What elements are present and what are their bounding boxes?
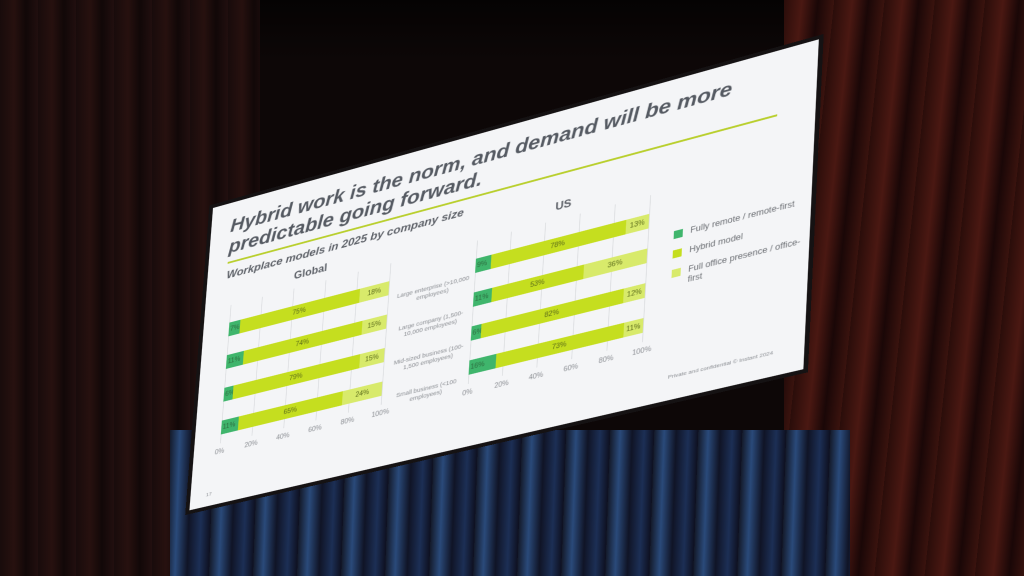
x-tick-label: 80% bbox=[598, 354, 614, 366]
category-label: Small business (<100 employees) bbox=[396, 377, 457, 403]
chart-legend: Fully remote / remote-first Hybrid model F… bbox=[670, 197, 803, 299]
bar-segment-office: 15% bbox=[361, 314, 388, 335]
x-tick-label: 100% bbox=[631, 345, 652, 358]
bar-segment-hybrid: 53% bbox=[491, 264, 584, 303]
bar-segment-office: 18% bbox=[358, 281, 390, 303]
bar-segment-office: 13% bbox=[625, 213, 650, 235]
bar-segment-office: 12% bbox=[623, 283, 646, 304]
bar-segment-remote: 11% bbox=[220, 416, 240, 435]
x-tick-label: 40% bbox=[528, 371, 544, 382]
bar-segment-remote: 7% bbox=[228, 319, 241, 337]
x-tick-label: 60% bbox=[307, 424, 322, 435]
legend-swatch bbox=[673, 228, 683, 240]
x-tick-label: 60% bbox=[563, 362, 579, 374]
bar-segment-remote: 16% bbox=[468, 353, 497, 375]
category-label: Large company (1,500-10,000 employees) bbox=[398, 309, 464, 338]
bar-segment-office: 36% bbox=[582, 248, 648, 280]
bar-segment-office: 24% bbox=[342, 381, 383, 406]
x-tick-label: 40% bbox=[275, 431, 290, 442]
category-label: Mid-sized business (100-1,500 employees) bbox=[393, 342, 464, 371]
bar-segment-office: 15% bbox=[359, 347, 385, 369]
bar-segment-office: 11% bbox=[623, 318, 644, 338]
bar-segment-remote: 11% bbox=[472, 287, 493, 307]
x-tick-label: 100% bbox=[371, 407, 390, 420]
x-tick-label: 20% bbox=[494, 379, 509, 391]
category-labels: Large enterprise (>10,000 employees) Larg… bbox=[394, 242, 473, 402]
us-chart: US 9% 78% 13% 11% 53% 36% 6% 82% 12% 16% 73% 11% 0%… bbox=[460, 175, 659, 407]
legend-label: Hybrid model bbox=[689, 231, 744, 255]
category-label: Large enterprise (>10,000 employees) bbox=[396, 274, 470, 302]
x-tick-label: 80% bbox=[340, 416, 355, 427]
x-tick-label: 0% bbox=[462, 388, 473, 398]
confidential-footer: Private and confidential © Instant 2024 bbox=[667, 349, 774, 381]
legend-swatch bbox=[671, 267, 681, 279]
bar-segment-remote: 11% bbox=[225, 350, 245, 369]
x-tick-label: 0% bbox=[214, 447, 225, 457]
legend-swatch bbox=[672, 248, 682, 259]
page-number: 17 bbox=[205, 490, 212, 498]
bar-segment-remote: 9% bbox=[475, 254, 492, 274]
x-tick-label: 20% bbox=[244, 439, 258, 450]
